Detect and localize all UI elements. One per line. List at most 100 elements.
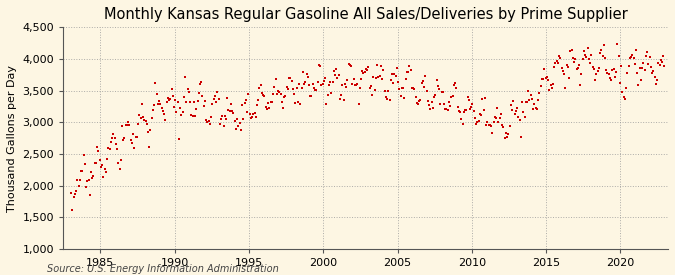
Point — [658, 54, 669, 59]
Point — [217, 113, 227, 118]
Point — [148, 103, 159, 108]
Point — [175, 106, 186, 110]
Point — [425, 106, 436, 111]
Point — [500, 135, 510, 140]
Point — [188, 100, 199, 104]
Point — [163, 96, 173, 101]
Point — [636, 78, 647, 82]
Point — [270, 76, 281, 81]
Point — [276, 100, 287, 104]
Point — [390, 73, 401, 78]
Point — [187, 114, 198, 119]
Point — [310, 88, 321, 92]
Point — [224, 109, 235, 113]
Point — [302, 75, 313, 79]
Point — [585, 60, 595, 65]
Point — [516, 134, 526, 139]
Point — [307, 81, 318, 86]
Point — [163, 98, 174, 102]
Point — [375, 64, 386, 68]
Point — [223, 108, 234, 112]
Point — [258, 92, 269, 97]
Point — [564, 76, 574, 80]
Point — [475, 112, 485, 117]
Point — [470, 116, 481, 120]
Point — [568, 56, 578, 60]
Point — [566, 48, 577, 53]
Point — [559, 72, 570, 76]
Point — [467, 102, 478, 107]
Point — [139, 118, 150, 122]
Point — [450, 81, 460, 86]
Point — [651, 78, 662, 82]
Point — [268, 92, 279, 96]
Point — [558, 69, 568, 74]
Point — [601, 68, 612, 72]
Point — [381, 97, 392, 101]
Point — [292, 100, 303, 104]
Point — [269, 84, 279, 89]
Point — [248, 112, 259, 116]
Point — [242, 109, 252, 114]
Point — [98, 175, 109, 179]
Point — [595, 51, 605, 55]
Point — [136, 102, 147, 107]
Point — [234, 121, 245, 125]
Point — [472, 119, 483, 124]
Point — [119, 136, 130, 141]
Point — [445, 104, 456, 108]
Point — [454, 108, 464, 113]
Point — [267, 100, 277, 104]
Point — [481, 123, 491, 128]
Point — [373, 75, 384, 79]
Point — [306, 94, 317, 98]
Point — [271, 92, 282, 97]
Point — [614, 54, 624, 59]
Point — [216, 117, 227, 121]
Point — [128, 132, 138, 136]
Point — [211, 100, 221, 105]
Point — [543, 77, 554, 82]
Point — [410, 95, 421, 99]
Point — [659, 64, 670, 68]
Point — [325, 80, 335, 84]
Point — [644, 55, 655, 59]
Point — [607, 68, 618, 73]
Point — [384, 98, 395, 103]
Point — [212, 90, 223, 94]
Point — [71, 189, 82, 194]
Point — [520, 100, 531, 104]
Point — [464, 107, 475, 111]
Point — [148, 107, 159, 112]
Point — [138, 115, 148, 119]
Point — [591, 72, 601, 76]
Point — [281, 85, 292, 90]
Point — [120, 123, 131, 127]
Point — [574, 62, 585, 67]
Point — [153, 101, 163, 106]
Point — [533, 98, 543, 103]
Point — [528, 107, 539, 111]
Point — [259, 94, 270, 98]
Point — [597, 53, 608, 58]
Point — [624, 56, 635, 60]
Point — [393, 80, 404, 84]
Point — [506, 103, 516, 107]
Point — [531, 106, 541, 111]
Point — [553, 61, 564, 65]
Point — [545, 82, 556, 87]
Point — [301, 72, 312, 76]
Point — [239, 101, 250, 106]
Point — [96, 164, 107, 169]
Point — [228, 111, 239, 116]
Point — [362, 68, 373, 73]
Point — [342, 77, 353, 82]
Point — [416, 81, 427, 85]
Point — [132, 135, 142, 139]
Point — [160, 117, 171, 122]
Point — [385, 78, 396, 82]
Point — [586, 52, 597, 57]
Point — [554, 54, 564, 58]
Point — [409, 87, 420, 92]
Point — [627, 53, 638, 57]
